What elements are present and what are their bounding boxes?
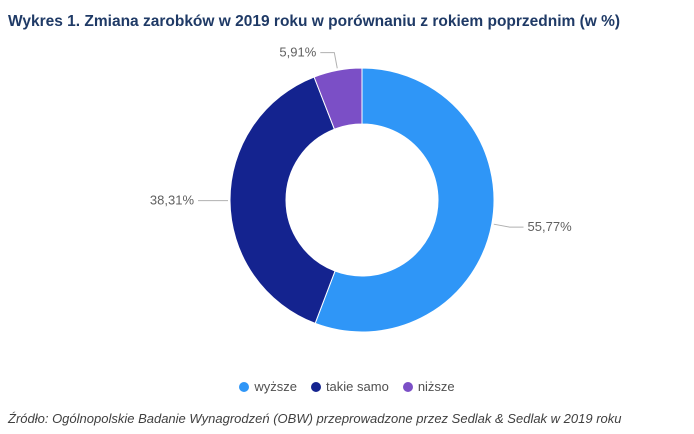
legend-item-wyzsze: wyższe (239, 379, 297, 394)
legend-item-takie-samo: takie samo (310, 379, 389, 394)
slice-label-nizsze: 5,91% (279, 45, 316, 60)
legend-label-takie-samo: takie samo (325, 379, 389, 394)
legend-marker-takie-samo (310, 381, 321, 392)
legend-label-nizsze: niższe (417, 379, 455, 394)
slice-nizsze (313, 67, 363, 130)
slice-takie-samo (229, 76, 336, 325)
label-leader-lines (198, 52, 524, 228)
chart-title: Wykres 1. Zmiana zarobków w 2019 roku w … (8, 13, 621, 30)
chart-legend: wyższe takie samo niższe (0, 379, 694, 394)
leader-line-nizsze (320, 52, 338, 69)
donut-slices (229, 67, 495, 333)
legend-item-nizsze: niższe (402, 379, 455, 394)
legend-marker-wyzsze (239, 381, 250, 392)
source-note: Źródło: Ogólnopolskie Badanie Wynagrodze… (8, 411, 622, 426)
slice-label-wyzsze: 55,77% (528, 219, 573, 234)
leader-line-wyzsze (493, 223, 524, 228)
legend-marker-nizsze (402, 381, 413, 392)
slice-wyzsze (314, 67, 495, 333)
legend-label-wyzsze: wyższe (254, 379, 297, 394)
slice-labels: 55,77% 38,31% 5,91% (150, 45, 572, 234)
slice-label-takie-samo: 38,31% (150, 193, 195, 208)
